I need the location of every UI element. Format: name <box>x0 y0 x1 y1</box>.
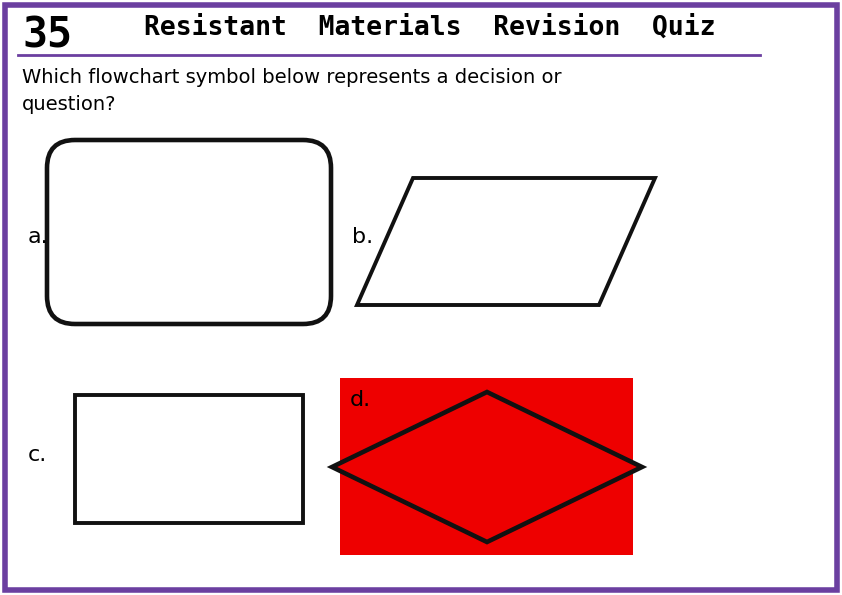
Text: a.: a. <box>28 227 49 247</box>
Bar <box>75 395 303 523</box>
Text: Resistant  Materials  Revision  Quiz: Resistant Materials Revision Quiz <box>144 15 716 41</box>
Text: 35: 35 <box>22 14 72 56</box>
Text: c.: c. <box>28 445 47 465</box>
Polygon shape <box>357 178 655 305</box>
Text: d.: d. <box>350 390 371 410</box>
Bar <box>340 378 633 555</box>
Polygon shape <box>332 392 642 542</box>
Text: b.: b. <box>352 227 373 247</box>
Text: Which flowchart symbol below represents a decision or
question?: Which flowchart symbol below represents … <box>22 68 562 114</box>
FancyBboxPatch shape <box>47 140 331 324</box>
